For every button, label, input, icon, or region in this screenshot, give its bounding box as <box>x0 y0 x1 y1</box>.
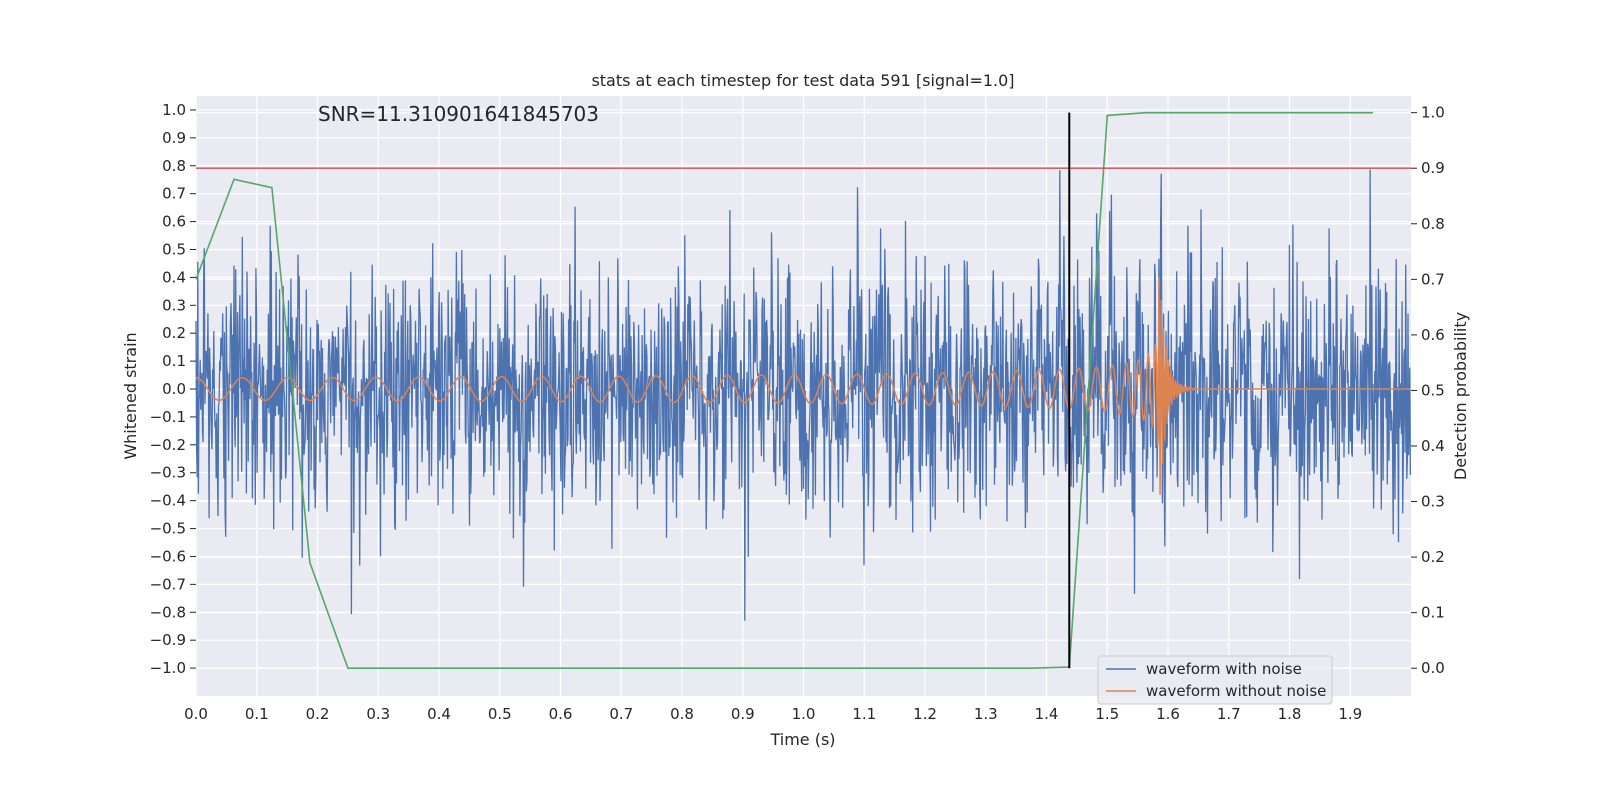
y-tick-label-left: 0.1 <box>162 352 186 370</box>
x-tick-label: 0.5 <box>488 705 512 723</box>
x-tick-label: 0.2 <box>306 705 330 723</box>
y-tick-label-left: −0.3 <box>150 464 186 482</box>
y-tick-label-left: −0.5 <box>150 520 186 538</box>
x-tick-label: 1.1 <box>852 705 876 723</box>
y-tick-label-left: 1.0 <box>162 101 186 119</box>
y-tick-label-right: 0.7 <box>1421 270 1445 288</box>
y-tick-label-left: 0.0 <box>162 380 186 398</box>
y-tick-label-right: 0.5 <box>1421 381 1445 399</box>
x-tick-label: 0.9 <box>731 705 755 723</box>
y-tick-label-left: −0.1 <box>150 408 186 426</box>
snr-annotation: SNR=11.310901641845703 <box>318 102 599 126</box>
y-tick-label-right: 0.8 <box>1421 215 1445 233</box>
x-tick-label: 0.8 <box>670 705 694 723</box>
y-tick-label-right: 0.3 <box>1421 493 1445 511</box>
y-tick-label-left: 0.9 <box>162 129 186 147</box>
y-tick-label-left: 0.2 <box>162 324 186 342</box>
series-layer <box>195 111 1412 670</box>
legend-frame <box>1097 655 1333 705</box>
y-tick-label-left: −0.2 <box>150 436 186 454</box>
series-line-waveform-with-noise <box>195 169 1412 621</box>
x-tick-label: 1.0 <box>792 705 816 723</box>
x-tick-label: 1.8 <box>1278 705 1302 723</box>
y-tick-label-left: 0.3 <box>162 296 186 314</box>
x-tick-label: 0.1 <box>245 705 269 723</box>
chart-title: stats at each timestep for test data 591… <box>591 71 1014 90</box>
y-tick-label-left: 0.5 <box>162 240 186 258</box>
series-line-detection-probability <box>195 111 1373 670</box>
x-axis-label: Time (s) <box>769 730 835 749</box>
y-tick-label-left: −0.8 <box>150 603 186 621</box>
y-tick-label-left: 0.6 <box>162 213 186 231</box>
y-axis-label-left: Whitened strain <box>121 332 140 459</box>
legend: waveform with noise waveform without noi… <box>1097 655 1333 705</box>
y-axis-label-right: Detection probability <box>1451 312 1470 480</box>
y-tick-label-left: −0.7 <box>150 575 186 593</box>
y-tick-label-right: 0.1 <box>1421 604 1445 622</box>
x-tick-label: 1.9 <box>1338 705 1362 723</box>
y-tick-label-left: −1.0 <box>150 659 186 677</box>
y-tick-label-right: 0.9 <box>1421 159 1445 177</box>
x-tick-label: 0.0 <box>184 705 208 723</box>
y-tick-label-right: 1.0 <box>1421 104 1445 122</box>
x-tick-label: 0.6 <box>549 705 573 723</box>
y-tick-label-right: 0.2 <box>1421 548 1445 566</box>
y-tick-label-left: 0.7 <box>162 185 186 203</box>
y-tick-label-right: 0.6 <box>1421 326 1445 344</box>
y-tick-label-right: 0.0 <box>1421 659 1445 677</box>
x-tick-label: 1.2 <box>913 705 937 723</box>
x-tick-label: 1.3 <box>974 705 998 723</box>
x-tick-label: 0.7 <box>609 705 633 723</box>
x-tick-label: 0.4 <box>427 705 451 723</box>
y-tick-label-left: −0.9 <box>150 631 186 649</box>
y-tick-label-right: 0.4 <box>1421 437 1445 455</box>
x-tick-label: 1.4 <box>1035 705 1059 723</box>
y-tick-label-left: −0.6 <box>150 547 186 565</box>
y-tick-label-left: 0.4 <box>162 268 186 286</box>
tick-labels: 0.0 0.1 0.2 0.3 0.4 0.5 0.6 0.7 0.8 0.9 1.0 1.1 1.2 1… <box>150 101 1445 723</box>
x-tick-label: 1.7 <box>1217 705 1241 723</box>
x-tick-label: 1.5 <box>1095 705 1119 723</box>
overlay-layer <box>196 112 1411 669</box>
legend-label-noise: waveform with noise <box>1146 660 1302 678</box>
legend-label-clean: waveform without noise <box>1146 682 1326 700</box>
x-tick-label: 1.6 <box>1156 705 1180 723</box>
series-line-waveform-without-noise <box>196 277 1411 495</box>
x-tick-label: 0.3 <box>366 705 390 723</box>
y-tick-label-left: 0.8 <box>162 157 186 175</box>
y-tick-label-left: −0.4 <box>150 492 186 510</box>
